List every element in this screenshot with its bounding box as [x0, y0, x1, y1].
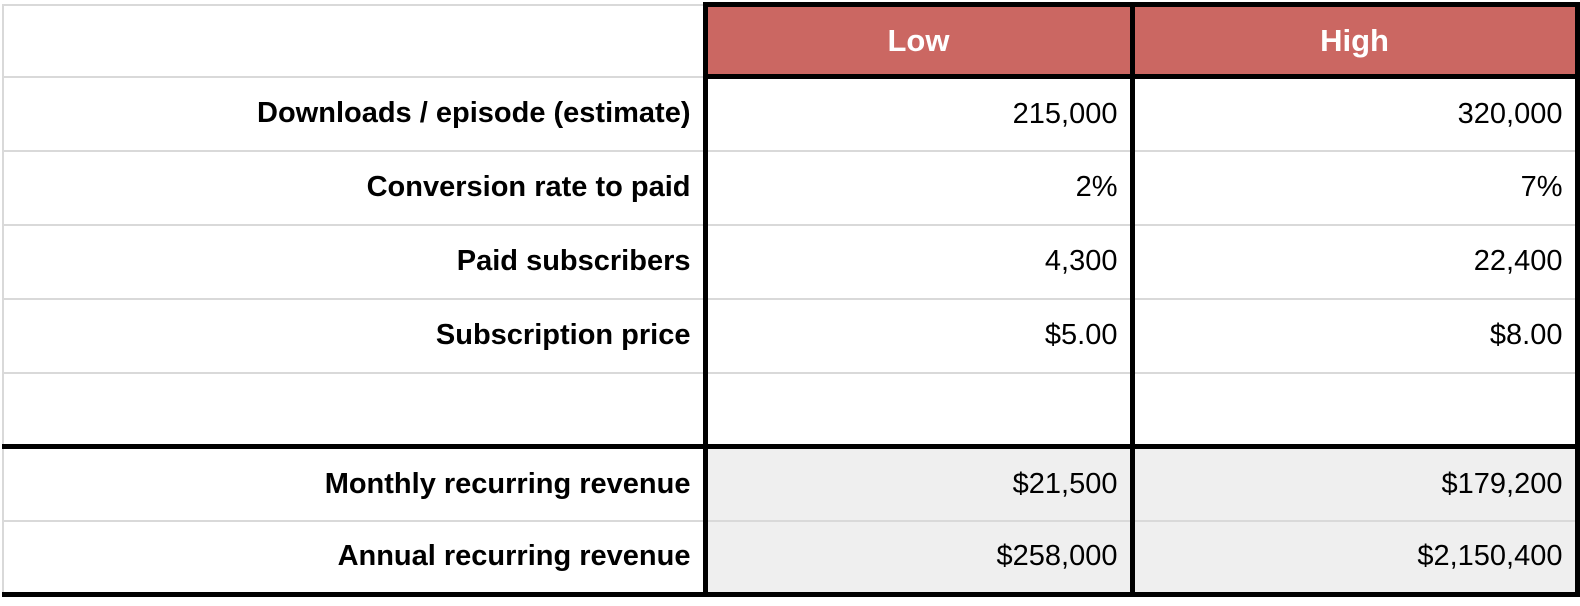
low-value-cell: $258,000: [702, 519, 1135, 597]
column-header-low: Low: [702, 2, 1135, 79]
row-label-cell: Paid subscribers: [2, 223, 708, 300]
corner-cell: [2, 3, 708, 78]
low-value-cell: 2%: [702, 149, 1135, 226]
high-value-cell: $179,200: [1129, 444, 1580, 522]
high-value-cell: $8.00: [1129, 297, 1580, 374]
row-label-cell: Downloads / episode (estimate): [2, 75, 708, 152]
high-value-cell: 22,400: [1129, 223, 1580, 300]
table-row-conversion-rate: Conversion rate to paid 2% 7%: [2, 149, 1580, 226]
header-row: Low High: [2, 2, 1580, 79]
row-label-cell: [2, 371, 708, 448]
table-row-subscription-price: Subscription price $5.00 $8.00: [2, 297, 1580, 374]
table-row-monthly-recurring-revenue: Monthly recurring revenue $21,500 $179,2…: [2, 444, 1580, 522]
row-label-cell: Conversion rate to paid: [2, 149, 708, 226]
column-header-high: High: [1129, 2, 1580, 79]
spacer-row: [2, 371, 1580, 448]
high-value-cell: [1129, 371, 1580, 448]
table-row-paid-subscribers: Paid subscribers 4,300 22,400: [2, 223, 1580, 300]
table-row-annual-recurring-revenue: Annual recurring revenue $258,000 $2,150…: [2, 519, 1580, 597]
row-label-cell: Subscription price: [2, 297, 708, 374]
low-value-cell: [702, 371, 1135, 448]
high-value-cell: 320,000: [1129, 75, 1580, 152]
low-value-cell: 215,000: [702, 75, 1135, 152]
row-label-cell: Monthly recurring revenue: [2, 444, 708, 522]
high-value-cell: 7%: [1129, 149, 1580, 226]
high-value-cell: $2,150,400: [1129, 519, 1580, 597]
table-row-downloads: Downloads / episode (estimate) 215,000 3…: [2, 75, 1580, 152]
low-value-cell: $5.00: [702, 297, 1135, 374]
low-value-cell: 4,300: [702, 223, 1135, 300]
row-label-cell: Annual recurring revenue: [2, 519, 708, 597]
low-value-cell: $21,500: [702, 444, 1135, 522]
